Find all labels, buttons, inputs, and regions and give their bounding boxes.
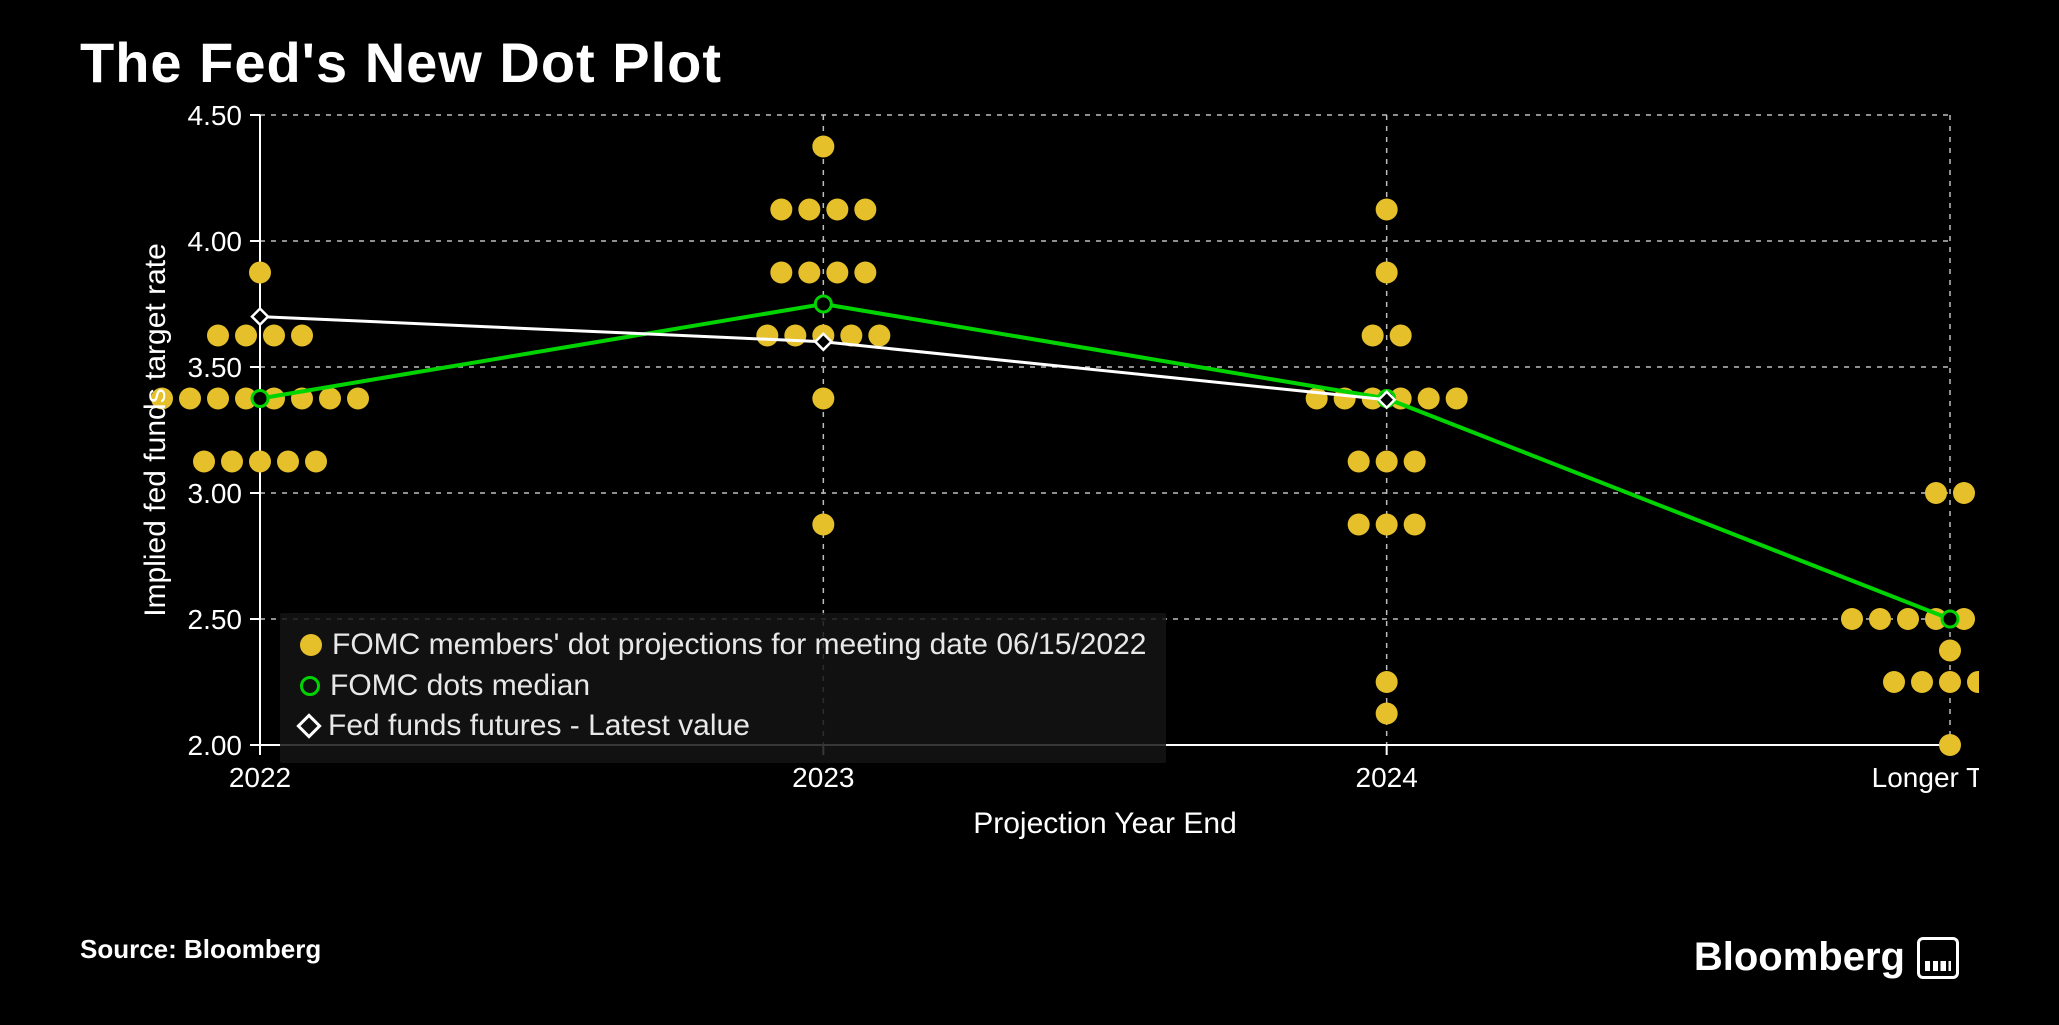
fomc-dot — [1390, 325, 1412, 347]
svg-text:2022: 2022 — [229, 762, 291, 793]
fomc-dot — [770, 199, 792, 221]
fomc-dot — [1348, 514, 1370, 536]
fomc-dot — [854, 199, 876, 221]
chart-plot-area: 2.00 2.50 3.00 3.50 4.00 4.50 2022 2023 2024 Long… — [80, 105, 1979, 855]
svg-text:Longer Term: Longer Term — [1872, 762, 1979, 793]
fomc-dot — [1376, 514, 1398, 536]
fomc-dot — [798, 262, 820, 284]
fomc-dot — [1376, 671, 1398, 693]
fomc-dot — [1911, 671, 1933, 693]
fomc-dot — [319, 388, 341, 410]
svg-text:Implied fed funds target rate: Implied fed funds target rate — [139, 243, 172, 617]
legend-marker-open-circle — [300, 676, 320, 696]
fomc-dot — [179, 388, 201, 410]
median-line — [260, 304, 1950, 619]
futures-marker — [252, 309, 268, 325]
fomc-dot — [1883, 671, 1905, 693]
fomc-dot — [221, 451, 243, 473]
brand-icon — [1917, 937, 1959, 979]
fomc-dot — [263, 325, 285, 347]
fomc-dot — [1939, 734, 1961, 756]
fomc-dot — [1376, 262, 1398, 284]
median-marker — [1942, 611, 1958, 627]
fomc-dot — [1376, 703, 1398, 725]
fomc-dot — [1841, 608, 1863, 630]
fomc-dot — [305, 451, 327, 473]
fomc-dot — [770, 262, 792, 284]
svg-text:2023: 2023 — [792, 762, 854, 793]
svg-text:Projection Year End: Projection Year End — [973, 807, 1237, 840]
svg-text:4.50: 4.50 — [188, 105, 243, 131]
brand-text: Bloomberg — [1694, 935, 1905, 980]
svg-text:3.00: 3.00 — [188, 478, 243, 509]
legend-marker-open-diamond — [296, 714, 321, 739]
legend-label: FOMC dots median — [330, 666, 590, 707]
fomc-dot — [193, 451, 215, 473]
fomc-dot — [1939, 640, 1961, 662]
median-marker — [252, 391, 268, 407]
fomc-dot — [854, 262, 876, 284]
legend-item-futures: Fed funds futures - Latest value — [300, 706, 1146, 747]
svg-text:4.00: 4.00 — [188, 226, 243, 257]
fomc-dot — [1446, 388, 1468, 410]
fomc-dot — [1404, 451, 1426, 473]
fomc-dot — [1939, 671, 1961, 693]
fomc-dot — [826, 199, 848, 221]
svg-text:3.50: 3.50 — [188, 352, 243, 383]
fomc-dot — [812, 388, 834, 410]
fomc-dot — [347, 388, 369, 410]
svg-text:2.00: 2.00 — [188, 730, 243, 761]
svg-text:2.50: 2.50 — [188, 604, 243, 635]
fomc-dot — [812, 514, 834, 536]
fomc-dot — [826, 262, 848, 284]
fomc-dot — [1348, 451, 1370, 473]
chart-container: The Fed's New Dot Plot 2.00 2.50 3.00 3.50 4… — [0, 0, 2059, 1025]
fomc-dot — [868, 325, 890, 347]
fomc-dot — [756, 325, 778, 347]
fomc-dot — [1925, 482, 1947, 504]
fomc-dot — [1953, 482, 1975, 504]
fomc-dot — [207, 388, 229, 410]
fomc-dot — [798, 199, 820, 221]
legend-item-dots: FOMC members' dot projections for meetin… — [300, 625, 1146, 666]
chart-legend: FOMC members' dot projections for meetin… — [280, 613, 1166, 763]
fomc-dot — [277, 451, 299, 473]
fomc-dot — [1897, 608, 1919, 630]
fomc-dot — [1404, 514, 1426, 536]
median-marker — [815, 296, 831, 312]
fomc-dot — [1362, 325, 1384, 347]
legend-label: Fed funds futures - Latest value — [328, 706, 750, 747]
fomc-dot — [1376, 451, 1398, 473]
source-attribution: Source: Bloomberg — [80, 934, 321, 965]
fomc-dot — [235, 325, 257, 347]
legend-label: FOMC members' dot projections for meetin… — [332, 625, 1146, 666]
brand-logo: Bloomberg — [1694, 935, 1959, 980]
fomc-dot — [1418, 388, 1440, 410]
fomc-dot — [207, 325, 229, 347]
svg-text:2024: 2024 — [1356, 762, 1418, 793]
legend-marker-solid-dot — [300, 634, 322, 656]
fomc-dot — [812, 136, 834, 158]
fomc-dot — [291, 325, 313, 347]
fomc-dot — [784, 325, 806, 347]
fomc-dot — [249, 451, 271, 473]
chart-title: The Fed's New Dot Plot — [80, 30, 1979, 95]
fomc-dot — [1967, 671, 1979, 693]
fomc-dot — [249, 262, 271, 284]
fomc-dot — [1869, 608, 1891, 630]
legend-item-median: FOMC dots median — [300, 666, 1146, 707]
fomc-dot — [1376, 199, 1398, 221]
